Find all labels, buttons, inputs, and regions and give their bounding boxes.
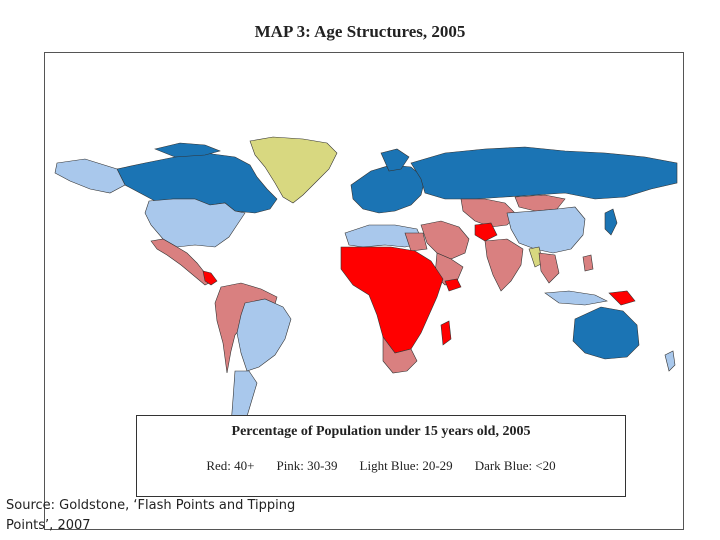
- region-indochina: [538, 252, 560, 284]
- region-indonesia: [544, 290, 608, 306]
- region-yemen: [444, 278, 462, 292]
- legend-items: Red: 40+ Pink: 30-39 Light Blue: 20-29 D…: [137, 458, 625, 474]
- region-brazil: [236, 298, 292, 372]
- region-new-guinea: [608, 290, 636, 306]
- legend-item-pink: Pink: 30-39: [276, 458, 338, 473]
- region-central-america: [202, 270, 218, 286]
- legend-item-dark-blue: Dark Blue: <20: [474, 458, 556, 473]
- region-alaska: [54, 158, 126, 194]
- legend-item-red: Red: 40+: [206, 458, 255, 473]
- legend-box: Percentage of Population under 15 years …: [136, 415, 626, 497]
- region-australia: [572, 306, 640, 360]
- world-map: [54, 136, 678, 452]
- region-central-asia: [460, 198, 518, 228]
- region-south-asia: [484, 238, 524, 292]
- map-frame: Percentage of Population under 15 years …: [44, 52, 684, 530]
- region-sub-saharan-africa: [340, 246, 444, 354]
- region-japan: [604, 208, 618, 236]
- region-greenland: [249, 136, 338, 204]
- legend-title: Percentage of Population under 15 years …: [231, 424, 531, 439]
- region-russia: [410, 146, 678, 200]
- region-canada-islands: [154, 142, 221, 158]
- map-title: MAP 3: Age Structures, 2005: [254, 22, 466, 41]
- region-china: [506, 206, 586, 254]
- region-egypt: [404, 232, 428, 252]
- region-usa: [144, 198, 246, 248]
- region-mongolia: [514, 194, 566, 212]
- source-caption: Source: Goldstone, ‘Flash Points and Tip…: [6, 498, 296, 533]
- region-scandinavia: [380, 148, 410, 172]
- region-new-zealand: [664, 350, 676, 372]
- region-southern-africa: [382, 336, 418, 374]
- region-europe: [350, 164, 426, 214]
- region-middle-east: [420, 220, 470, 260]
- region-philippines: [582, 254, 594, 272]
- region-madagascar: [440, 320, 452, 346]
- legend-item-light-blue: Light Blue: 20-29: [359, 458, 453, 473]
- region-afghanistan: [474, 222, 498, 242]
